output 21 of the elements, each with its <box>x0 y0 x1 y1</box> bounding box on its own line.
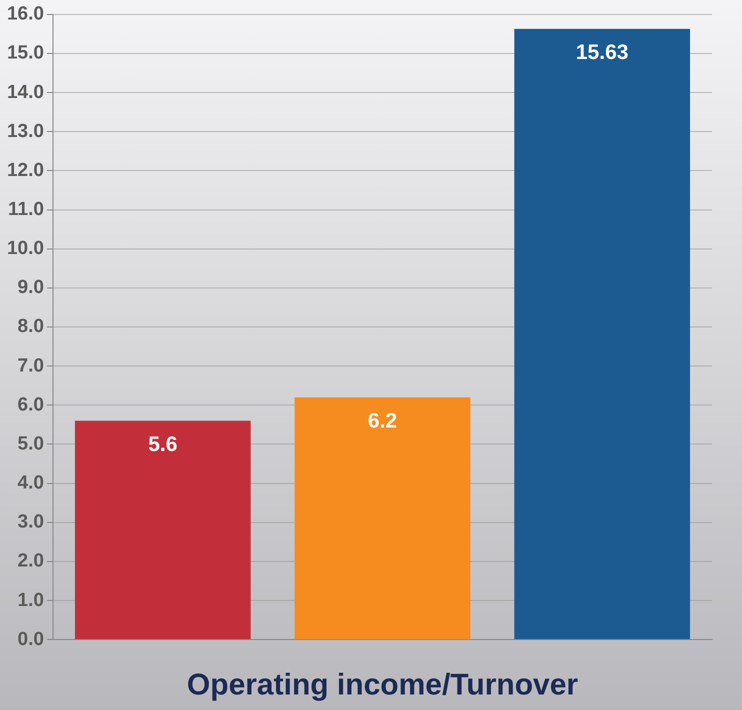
y-tick-label: 4.0 <box>18 472 44 494</box>
data-label: 5.6 <box>148 433 178 456</box>
y-tick-label: 6.0 <box>18 394 44 416</box>
y-tick-label: 3.0 <box>18 512 44 533</box>
x-axis-title: Operating income/Turnover <box>186 668 578 702</box>
y-tick-label: 7.0 <box>18 355 44 376</box>
y-tick-label: 9.0 <box>18 277 44 298</box>
data-label: 15.63 <box>576 41 628 64</box>
y-tick-label: 12.0 <box>6 160 44 181</box>
y-tick-label: 11.0 <box>8 199 44 220</box>
y-tick-label: 0.0 <box>18 628 44 650</box>
y-tick-label: 5.0 <box>18 433 44 454</box>
y-tick-label: 2.0 <box>18 550 44 572</box>
y-tick-label: 14.0 <box>6 82 44 103</box>
y-tick-label: 13.0 <box>6 120 44 142</box>
data-label: 6.2 <box>368 410 398 433</box>
y-tick-label: 1.0 <box>18 590 44 611</box>
y-tick-label: 10.0 <box>6 238 44 260</box>
y-tick-label: 15.0 <box>6 42 44 64</box>
y-tick-label: 16.0 <box>6 4 44 25</box>
y-tick-label: 8.0 <box>18 316 44 338</box>
